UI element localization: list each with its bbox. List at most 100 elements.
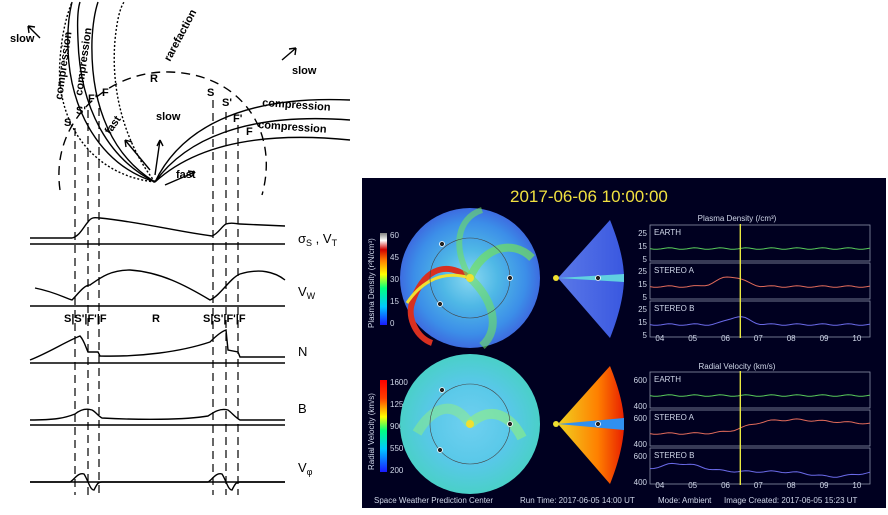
label-s-prime: S': [76, 105, 86, 117]
label-fast: fast: [103, 114, 124, 137]
stream-line: [58, 1, 156, 183]
velocity-y-tick: 400: [634, 440, 648, 449]
footer-created: Image Created: 2017-06-05 15:23 UT: [724, 496, 858, 505]
velocity-series-name: EARTH: [654, 375, 681, 384]
label-fast: fast: [176, 169, 196, 181]
density-y-tick: 5: [643, 331, 648, 340]
density-y-tick: 25: [638, 267, 647, 276]
stream-line: [113, 1, 156, 183]
label-compression: compression: [258, 119, 327, 136]
timestamp: 2017-06-06 10:00:00: [510, 187, 668, 206]
x-tick: 10: [852, 334, 861, 343]
velocity-series-name: STEREO A: [654, 413, 695, 422]
density-colorbar-tick: 15: [390, 297, 399, 306]
label-compression: compression: [73, 27, 94, 97]
label-f-prime: F': [233, 113, 243, 125]
velocity-plot-frame: [649, 409, 871, 447]
density-y-tick: 15: [638, 280, 647, 289]
stream-line: [76, 1, 156, 183]
x-tick: 05: [688, 481, 697, 490]
velocity-colorbar: [380, 380, 387, 472]
velocity-colorbar-label: Radial Velocity (km/s): [367, 393, 376, 470]
stream-line: [154, 98, 351, 183]
dashed-circle: [58, 71, 267, 196]
label-s-prime: S': [222, 97, 232, 109]
x-tick: 04: [655, 334, 664, 343]
enlil-svg: 2017-06-06 10:00:00 Plasma Density (r²N/…: [367, 187, 871, 505]
stream-line: [154, 136, 351, 183]
density-y-tick: 25: [638, 229, 647, 238]
label-f: F: [246, 126, 253, 138]
profile-vphi: [30, 472, 285, 491]
density-series-name: STEREO A: [654, 266, 695, 275]
label-f: F: [102, 87, 109, 99]
stream-line: [154, 117, 351, 183]
velocity-wedge: [553, 366, 624, 484]
profile-b: [29, 408, 285, 421]
density-y-tick: 15: [638, 242, 647, 251]
diagram-svg: slow compression compression rarefaction…: [10, 1, 351, 495]
label-slow: slow: [292, 65, 317, 77]
velocity-y-tick: 600: [634, 452, 648, 461]
density-colorbar-tick: 60: [390, 231, 399, 240]
label-slow: slow: [10, 33, 35, 45]
stream-interaction-diagram: slow compression compression rarefaction…: [0, 0, 360, 510]
profile-n: [29, 329, 285, 361]
density-plot-frame: [649, 262, 871, 300]
velocity-series-line: [649, 418, 871, 435]
label-r: R: [150, 73, 158, 85]
density-series-line: [649, 276, 871, 288]
density-plot-frame: [649, 300, 871, 338]
velocity-colorbar-tick: 1600: [390, 378, 408, 387]
x-tick: 05: [688, 334, 697, 343]
row-label-vw: VW: [298, 284, 316, 301]
density-colorbar-label: Plasma Density (r²N/cm³): [367, 238, 376, 328]
density-panel-title: Plasma Density (/cm³): [698, 214, 777, 223]
label-f-prime: F': [88, 93, 98, 105]
velocity-plot-frame: [649, 447, 871, 485]
density-disc: [400, 207, 540, 349]
velocity-series-name: STEREO B: [654, 451, 694, 460]
velocity-colorbar-tick: 200: [390, 466, 404, 475]
density-colorbar-tick: 0: [390, 319, 395, 328]
x-tick: 07: [754, 334, 763, 343]
row-label-b: B: [298, 401, 307, 416]
x-tick: 09: [820, 334, 829, 343]
x-tick: 09: [820, 481, 829, 490]
density-series-name: STEREO B: [654, 304, 694, 313]
profile-sigma: [30, 216, 286, 239]
velocity-disc: [400, 354, 540, 494]
density-y-tick: 25: [638, 305, 647, 314]
label-compression: compression: [53, 31, 74, 101]
label-shock-group: S|S'|F'|F: [64, 313, 107, 325]
row-label-sigma: σS , VT: [298, 231, 338, 248]
velocity-colorbar-tick: 1250: [390, 400, 408, 409]
density-y-tick: 5: [643, 255, 648, 264]
footer-org: Space Weather Prediction Center: [374, 496, 493, 505]
x-tick: 08: [787, 481, 796, 490]
label-shock-group: S|S'|F'|F: [203, 313, 246, 325]
label-r: R: [152, 313, 160, 325]
density-series-line: [649, 316, 871, 326]
velocity-y-tick: 600: [634, 414, 648, 423]
velocity-series-line: [649, 394, 871, 397]
density-wedge: [553, 220, 624, 338]
velocity-plot-frame: [649, 371, 871, 409]
label-slow: slow: [156, 111, 181, 123]
x-tick: 08: [787, 334, 796, 343]
density-y-tick: 15: [638, 318, 647, 327]
x-tick: 06: [721, 481, 730, 490]
velocity-series-line: [649, 462, 871, 478]
density-y-tick: 5: [643, 293, 648, 302]
x-tick: 04: [655, 481, 664, 490]
density-colorbar: [380, 233, 387, 325]
density-series-line: [649, 247, 871, 250]
stream-line: [91, 1, 156, 183]
density-series-name: EARTH: [654, 228, 681, 237]
density-plot-frame: [649, 224, 871, 262]
label-s: S: [207, 87, 214, 99]
x-tick: 10: [852, 481, 861, 490]
velocity-y-tick: 400: [634, 478, 648, 487]
label-compression: compression: [262, 97, 331, 114]
row-label-vphi: Vφ: [298, 460, 313, 477]
